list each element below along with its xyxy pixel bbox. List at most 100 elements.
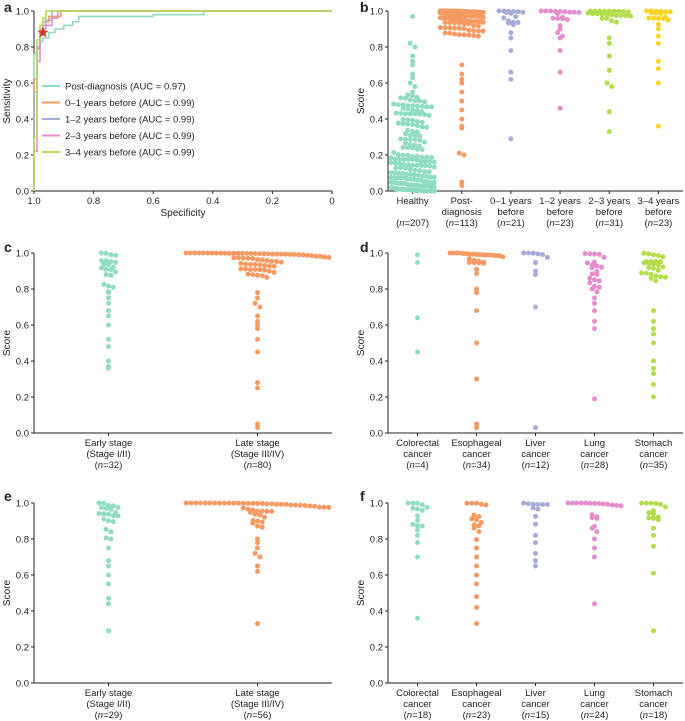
data-point [592, 326, 597, 332]
data-point [543, 8, 549, 14]
data-point [623, 13, 629, 19]
data-point [410, 122, 416, 128]
group-n: (n=29) [95, 710, 123, 721]
data-point [218, 250, 224, 256]
y-tick-label: 0.2 [370, 393, 383, 404]
data-point [265, 251, 271, 257]
data-point [283, 501, 289, 507]
data-point [415, 315, 420, 321]
data-point [653, 278, 659, 284]
data-point [613, 13, 619, 18]
legend-label: 3–4 years before (AUC = 0.99) [65, 148, 195, 159]
group-n: (n=18) [640, 710, 668, 721]
data-point [414, 146, 420, 152]
data-point [660, 264, 666, 270]
data-point [403, 131, 408, 137]
data-point [508, 136, 514, 142]
data-point [101, 516, 107, 522]
data-point [415, 260, 420, 265]
data-point [101, 281, 107, 287]
data-point [655, 262, 661, 268]
data-point [474, 537, 479, 543]
group-label-line2: before [547, 207, 574, 218]
data-point [606, 35, 612, 41]
data-point [405, 145, 411, 151]
data-point [651, 308, 656, 314]
data-point [513, 14, 519, 20]
group-label: Post- [451, 196, 473, 207]
data-point [255, 380, 260, 386]
data-point [398, 110, 404, 116]
data-point [557, 105, 563, 111]
data-point [200, 250, 206, 256]
data-point [255, 322, 260, 328]
y-tick-label: 0.8 [370, 43, 383, 54]
data-point [103, 526, 109, 532]
data-point [207, 500, 213, 506]
data-point [188, 500, 194, 506]
data-point [410, 62, 416, 68]
data-point [106, 595, 111, 601]
data-point [651, 543, 656, 549]
data-point [426, 169, 432, 175]
data-point [655, 58, 661, 64]
panel-label-e: e [4, 488, 12, 504]
y-tick-label: 0.4 [16, 607, 29, 618]
data-point [618, 503, 624, 509]
data-point [278, 501, 284, 507]
group-points-1 [183, 500, 332, 627]
data-point [555, 11, 561, 17]
data-point [278, 251, 284, 257]
data-point [651, 331, 656, 337]
data-point [274, 259, 279, 264]
data-point [651, 381, 656, 387]
data-point [599, 264, 605, 270]
data-point [589, 265, 595, 271]
data-point [255, 257, 260, 263]
data-point [557, 26, 563, 32]
data-point [392, 156, 398, 162]
data-point [648, 500, 654, 506]
group-n: (n=28) [581, 460, 609, 471]
group-points-4 [639, 250, 668, 400]
data-point [606, 67, 612, 73]
data-point [466, 27, 472, 33]
data-point [264, 258, 270, 263]
data-point [412, 172, 417, 178]
data-point [429, 154, 435, 160]
data-point [257, 554, 263, 560]
data-point [106, 358, 111, 364]
y-tick-label: 0.0 [370, 679, 383, 690]
data-point [304, 252, 310, 258]
y-tick-label: 0.8 [16, 43, 29, 54]
data-point [415, 615, 420, 621]
group-points-1 [447, 250, 506, 431]
data-point [113, 252, 119, 258]
data-point [415, 349, 420, 355]
data-point [461, 152, 467, 158]
data-point [464, 500, 470, 506]
group-n: (n=23) [546, 218, 574, 229]
data-point [456, 20, 462, 26]
data-point [592, 396, 597, 402]
data-point [452, 20, 458, 26]
group-n: (n=56) [244, 710, 272, 721]
group-n: (n=31) [595, 218, 623, 229]
data-point [410, 89, 416, 95]
data-point [427, 174, 433, 180]
data-point [250, 272, 256, 278]
group-n: (n=35) [640, 460, 668, 471]
y-tick-label: 1.0 [370, 249, 383, 260]
data-point [417, 111, 423, 117]
data-point [459, 107, 465, 113]
data-point [212, 500, 218, 506]
data-point [410, 129, 416, 134]
group-points-0 [96, 500, 121, 634]
data-point [98, 505, 104, 511]
data-point [535, 502, 541, 507]
data-point [405, 162, 411, 168]
data-point [98, 265, 104, 271]
data-point [231, 500, 237, 506]
data-point [592, 601, 597, 607]
data-point [238, 260, 244, 266]
